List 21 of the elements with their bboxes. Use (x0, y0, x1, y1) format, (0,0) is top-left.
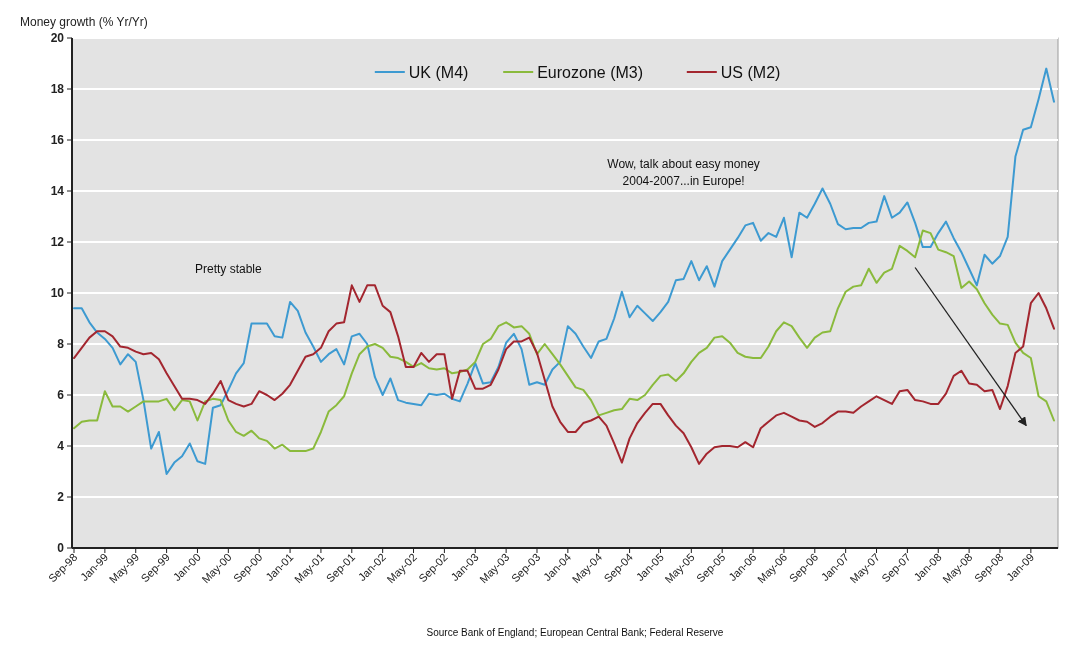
y-tick-label: 2 (57, 490, 65, 505)
legend-label: UK (M4) (408, 63, 469, 81)
annotation: Wow, talk about easy money 2004-2007...in Europe! (607, 157, 760, 189)
legend-label: Eurozone (M3) (537, 63, 644, 81)
legend-label: US (M2) (720, 63, 781, 81)
line-series (73, 284, 1055, 465)
line-series (73, 67, 1055, 476)
y-tick-label: 20 (50, 31, 65, 46)
y-tick-label: 16 (50, 133, 65, 148)
y-tick-label: 10 (50, 286, 65, 301)
line-series (73, 229, 1055, 453)
y-tick-label: 4 (57, 439, 65, 454)
y-tick-label: 0 (57, 541, 65, 556)
source-note: Source Bank of England; European Central Bank; Federal Reserve (426, 627, 724, 638)
y-tick-label: 8 (57, 337, 65, 352)
annotation: Pretty stable (194, 261, 262, 276)
y-tick-label: 14 (50, 184, 65, 199)
y-tick-label: 18 (50, 82, 65, 97)
y-axis-title: Money growth (% Yr/Yr) (20, 15, 148, 29)
y-tick-label: 12 (50, 235, 65, 250)
y-tick-label: 6 (57, 388, 65, 403)
